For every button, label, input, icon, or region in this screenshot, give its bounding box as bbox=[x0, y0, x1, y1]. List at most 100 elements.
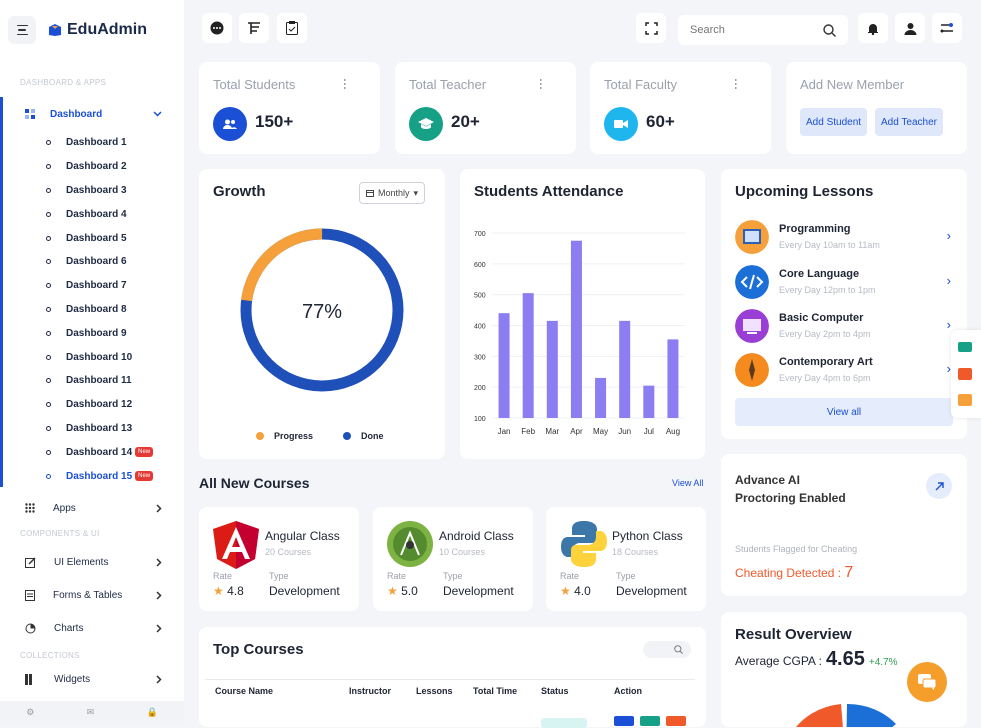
chevron-right-icon[interactable]: › bbox=[946, 317, 951, 332]
sidebar-subitem-dashboard-1[interactable]: Dashboard 1 bbox=[0, 131, 184, 155]
more-options-icon[interactable]: ⋯ bbox=[729, 78, 743, 87]
search-box bbox=[678, 15, 848, 45]
tasks-button[interactable] bbox=[239, 13, 269, 43]
course-type: Development bbox=[616, 584, 687, 598]
lesson-item[interactable]: Contemporary Art Every Day 4pm to 6pm › bbox=[735, 353, 951, 389]
chevron-right-icon[interactable]: › bbox=[946, 361, 951, 376]
bar-mar[interactable] bbox=[546, 320, 558, 418]
bar-jun[interactable] bbox=[619, 320, 631, 418]
add-teacher-button[interactable]: Add Teacher bbox=[875, 108, 943, 136]
legend-progress: Progress bbox=[256, 431, 313, 441]
sidebar-subitem-dashboard-8[interactable]: Dashboard 8 bbox=[0, 298, 184, 322]
action-delete-button[interactable] bbox=[666, 716, 686, 726]
lesson-item[interactable]: Programming Every Day 10am to 11am › bbox=[735, 220, 951, 256]
settings-icon[interactable]: ⚙ bbox=[26, 706, 35, 717]
course-name: Python Class bbox=[612, 529, 683, 543]
result-pie-chart bbox=[796, 704, 896, 727]
top-courses-search[interactable] bbox=[643, 641, 691, 658]
bullet-icon bbox=[46, 211, 51, 217]
sidebar-subitem-dashboard-3[interactable]: Dashboard 3 bbox=[0, 179, 184, 203]
bar-may[interactable] bbox=[595, 377, 607, 418]
sidebar-subitem-dashboard-10[interactable]: Dashboard 10 bbox=[0, 345, 184, 369]
lesson-item[interactable]: Core Language Every Day 12pm to 1pm › bbox=[735, 265, 951, 301]
stat-title: Total Faculty bbox=[604, 77, 677, 92]
action-view-button[interactable] bbox=[614, 716, 634, 726]
bar-feb[interactable] bbox=[522, 293, 534, 418]
bar-jan[interactable] bbox=[498, 313, 510, 418]
notifications-button[interactable] bbox=[858, 13, 888, 43]
sidebar-subitem-label: Dashboard 7 bbox=[66, 280, 127, 292]
more-options-icon[interactable]: ⋯ bbox=[534, 78, 548, 87]
layers-icon[interactable] bbox=[958, 394, 972, 406]
sidebar-item-apps[interactable]: Apps bbox=[0, 492, 184, 525]
bullet-icon bbox=[46, 235, 51, 241]
sidebar-subitem-dashboard-6[interactable]: Dashboard 6 bbox=[0, 250, 184, 274]
stat-title: Total Teacher bbox=[409, 77, 487, 92]
sidebar-subitem-dashboard-9[interactable]: Dashboard 9 bbox=[0, 321, 184, 345]
more-options-icon[interactable]: ⋯ bbox=[338, 78, 352, 87]
image-icon[interactable] bbox=[958, 368, 972, 380]
chat-bubble-button[interactable] bbox=[202, 13, 232, 43]
y-tick-label: 100 bbox=[474, 416, 486, 423]
app-logo[interactable]: EduAdmin bbox=[48, 21, 147, 39]
action-edit-button[interactable] bbox=[640, 716, 660, 726]
settings-toggle-button[interactable] bbox=[932, 13, 962, 43]
sidebar-subitem-dashboard-4[interactable]: Dashboard 4 bbox=[0, 202, 184, 226]
sidebar-header: EduAdmin bbox=[0, 0, 184, 60]
mail-icon[interactable]: ✉ bbox=[86, 706, 95, 717]
bar-jul[interactable] bbox=[643, 385, 655, 418]
sidebar-subitem-dashboard-12[interactable]: Dashboard 12 bbox=[0, 393, 184, 417]
calendar-icon bbox=[366, 190, 374, 197]
sidebar-subitem-dashboard-7[interactable]: Dashboard 7 bbox=[0, 274, 184, 298]
lessons-card: Upcoming Lessons Programming Every Day 1… bbox=[721, 169, 967, 439]
course-card-android[interactable]: Android Class 10 Courses Rate ★ 5.0 Type… bbox=[373, 507, 533, 611]
sidebar-item-charts[interactable]: Charts bbox=[0, 612, 184, 645]
period-dropdown[interactable]: Monthly ▾ bbox=[359, 182, 426, 204]
sidebar-subitem-dashboard-14[interactable]: Dashboard 14 New bbox=[0, 440, 184, 464]
chevron-right-icon[interactable]: › bbox=[946, 273, 951, 288]
stat-card-faculty: Total Faculty ⋯ 60+ bbox=[590, 62, 771, 154]
sidebar-item-ui-elements[interactable]: UI Elements bbox=[0, 546, 184, 579]
user-profile-button[interactable] bbox=[895, 13, 925, 43]
chevron-right-icon[interactable]: › bbox=[946, 228, 951, 243]
live-chat-button[interactable] bbox=[907, 662, 947, 702]
bar-apr[interactable] bbox=[570, 240, 582, 418]
sidebar-subitem-dashboard-13[interactable]: Dashboard 13 bbox=[0, 417, 184, 441]
new-badge: New bbox=[135, 471, 154, 482]
open-proctoring-button[interactable] bbox=[926, 473, 952, 499]
fullscreen-button[interactable] bbox=[636, 13, 666, 43]
hamburger-menu-button[interactable] bbox=[8, 16, 36, 44]
search-icon[interactable] bbox=[823, 23, 836, 37]
sidebar-subitem-dashboard-5[interactable]: Dashboard 5 bbox=[0, 226, 184, 250]
lock-icon[interactable]: 🔒 bbox=[146, 706, 158, 717]
bar-aug[interactable] bbox=[667, 339, 679, 418]
sidebar-item-dashboard[interactable]: Dashboard bbox=[0, 97, 184, 131]
widgets-icon bbox=[25, 674, 32, 686]
sidebar-item-forms-tables[interactable]: Forms & Tables bbox=[0, 579, 184, 612]
add-student-button[interactable]: Add Student bbox=[800, 108, 868, 136]
sidebar-subitem-dashboard-15[interactable]: Dashboard 15 New bbox=[0, 464, 184, 488]
sidebar-item-widgets[interactable]: Widgets bbox=[0, 670, 184, 690]
chevron-right-icon bbox=[156, 558, 162, 567]
cheating-detected-value: 7 bbox=[844, 564, 854, 581]
star-icon: ★ bbox=[213, 584, 224, 598]
proctoring-card: Advance AI Proctoring Enabled Students F… bbox=[721, 454, 967, 596]
layout-icon bbox=[248, 22, 260, 34]
sidebar-subitem-dashboard-2[interactable]: Dashboard 2 bbox=[0, 155, 184, 179]
sidebar-subitem-label: Dashboard 14 bbox=[66, 446, 133, 458]
view-all-lessons-button[interactable]: View all bbox=[735, 398, 953, 426]
growth-donut-chart: 77% bbox=[240, 228, 404, 392]
course-card-python[interactable]: Python Class 18 Courses Rate ★ 4.0 Type … bbox=[546, 507, 706, 611]
period-dropdown-value: Monthly bbox=[378, 188, 410, 198]
flagged-label: Students Flagged for Cheating bbox=[735, 544, 858, 554]
course-card-angular[interactable]: Angular Class 20 Courses Rate ★ 4.8 Type… bbox=[199, 507, 359, 611]
lesson-item[interactable]: Basic Computer Every Day 2pm to 4pm › bbox=[735, 309, 951, 345]
camera-icon[interactable] bbox=[958, 342, 972, 352]
legend-label: Done bbox=[361, 431, 384, 441]
sidebar-subitem-label: Dashboard 2 bbox=[66, 161, 127, 173]
sidebar-subitem-dashboard-11[interactable]: Dashboard 11 bbox=[0, 369, 184, 393]
clipboard-button[interactable] bbox=[277, 13, 307, 43]
view-all-courses-link[interactable]: View All bbox=[672, 478, 704, 488]
search-input[interactable] bbox=[690, 24, 810, 36]
legend-swatch bbox=[343, 432, 351, 440]
